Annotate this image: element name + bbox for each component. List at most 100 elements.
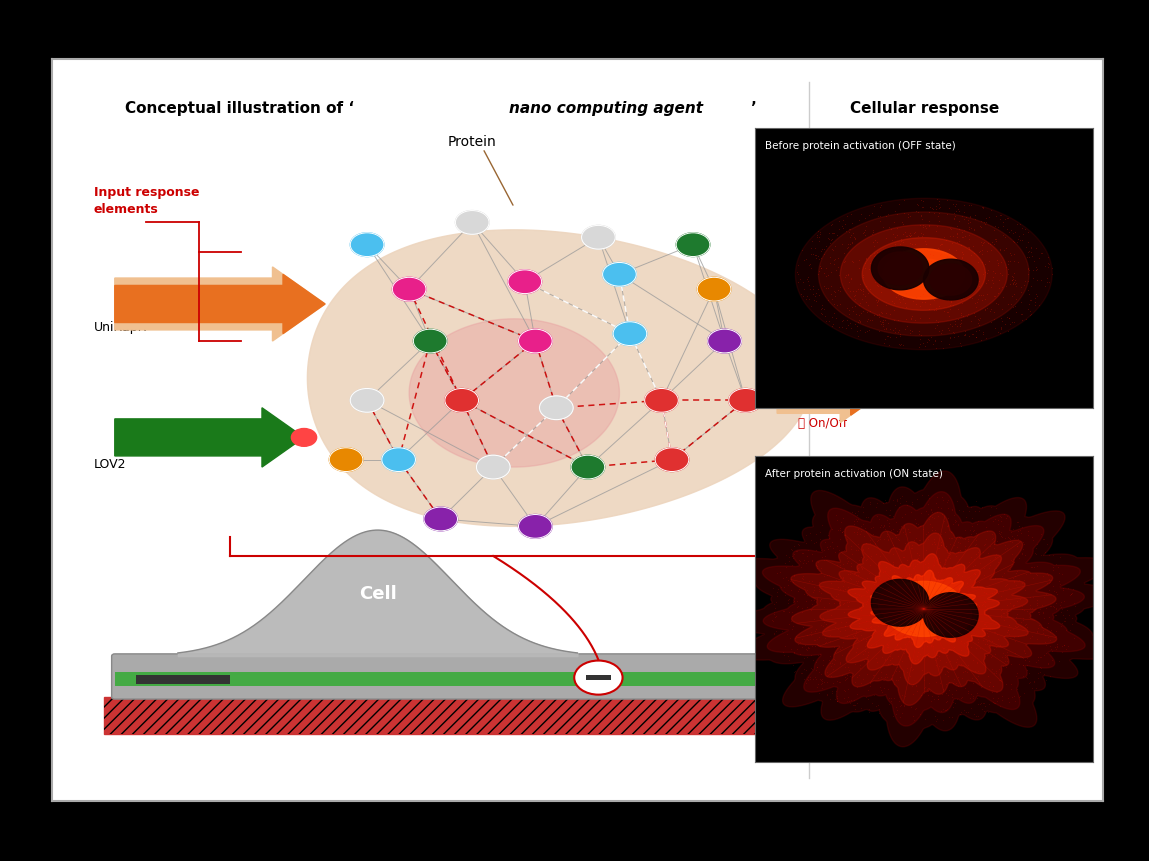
Point bbox=[885, 691, 903, 705]
Point bbox=[1026, 299, 1044, 313]
Point bbox=[835, 684, 854, 697]
Point bbox=[939, 598, 957, 612]
Point bbox=[969, 686, 987, 700]
Point bbox=[1018, 263, 1036, 276]
Point bbox=[964, 676, 982, 690]
Point bbox=[973, 268, 992, 282]
Point bbox=[881, 248, 900, 262]
Point bbox=[833, 320, 851, 334]
Point bbox=[924, 293, 942, 307]
Point bbox=[823, 218, 841, 232]
Point bbox=[973, 696, 992, 709]
Point bbox=[866, 500, 885, 514]
Point bbox=[986, 696, 1004, 709]
Point bbox=[928, 193, 947, 207]
Point bbox=[948, 541, 966, 554]
Point bbox=[1008, 666, 1026, 680]
Point bbox=[1011, 296, 1030, 310]
Point bbox=[964, 690, 982, 703]
Point bbox=[974, 215, 993, 229]
Point bbox=[925, 511, 943, 525]
Point bbox=[1032, 528, 1050, 542]
Point bbox=[843, 505, 862, 519]
Polygon shape bbox=[884, 582, 964, 636]
Point bbox=[908, 684, 926, 698]
Point bbox=[1009, 233, 1027, 247]
Point bbox=[1032, 273, 1050, 287]
Point bbox=[884, 280, 902, 294]
Point bbox=[935, 288, 954, 301]
Point bbox=[926, 715, 944, 728]
Point bbox=[950, 543, 969, 557]
Point bbox=[869, 585, 887, 598]
Point bbox=[923, 269, 941, 282]
Point bbox=[810, 235, 828, 249]
Point bbox=[861, 534, 879, 548]
Point bbox=[992, 209, 1010, 223]
Point bbox=[869, 210, 887, 224]
Point bbox=[889, 585, 908, 599]
Point bbox=[1036, 601, 1055, 615]
Point bbox=[865, 537, 884, 551]
FancyArrow shape bbox=[115, 268, 325, 342]
Point bbox=[1007, 578, 1025, 592]
Point bbox=[893, 511, 911, 524]
Point bbox=[879, 271, 897, 285]
Point bbox=[832, 616, 850, 629]
Point bbox=[908, 649, 926, 663]
Point bbox=[980, 561, 998, 575]
Point bbox=[859, 646, 878, 660]
Point bbox=[918, 336, 936, 350]
Point bbox=[951, 543, 970, 557]
Point bbox=[998, 542, 1017, 555]
Point bbox=[939, 688, 957, 702]
Point bbox=[879, 597, 897, 610]
Point bbox=[985, 697, 1003, 710]
Point bbox=[835, 254, 854, 268]
Point bbox=[828, 228, 847, 242]
Point bbox=[941, 551, 959, 565]
Point bbox=[880, 618, 899, 632]
Point bbox=[846, 567, 864, 580]
Point bbox=[1007, 569, 1025, 583]
Point bbox=[855, 229, 873, 243]
Point bbox=[865, 592, 884, 606]
Point bbox=[984, 276, 1002, 290]
Point bbox=[796, 556, 815, 570]
Point bbox=[827, 641, 846, 655]
Point bbox=[856, 524, 874, 538]
Point bbox=[977, 538, 995, 552]
Point bbox=[1010, 552, 1028, 566]
Point bbox=[953, 596, 971, 610]
Point bbox=[979, 547, 997, 561]
Point bbox=[979, 237, 997, 251]
Point bbox=[992, 514, 1010, 528]
Point bbox=[900, 569, 918, 583]
Point bbox=[782, 542, 801, 556]
Point bbox=[984, 274, 1002, 288]
Polygon shape bbox=[871, 248, 928, 290]
Point bbox=[797, 273, 816, 287]
Point bbox=[1010, 573, 1028, 587]
Point bbox=[946, 210, 964, 224]
Point bbox=[908, 280, 926, 294]
Point bbox=[1009, 532, 1027, 546]
Point bbox=[958, 263, 977, 277]
Point bbox=[998, 311, 1017, 325]
Point bbox=[930, 650, 948, 664]
Point bbox=[902, 637, 920, 651]
Point bbox=[877, 555, 895, 569]
Point bbox=[846, 703, 864, 716]
Point bbox=[839, 319, 857, 332]
Point bbox=[825, 658, 843, 672]
Point bbox=[988, 535, 1007, 548]
Point bbox=[943, 700, 962, 714]
Point bbox=[764, 626, 782, 640]
Point bbox=[935, 667, 954, 681]
Point bbox=[934, 703, 953, 716]
Point bbox=[856, 295, 874, 309]
Point bbox=[839, 691, 857, 704]
Point bbox=[1028, 263, 1047, 276]
Point bbox=[838, 671, 856, 684]
Point bbox=[966, 616, 985, 630]
